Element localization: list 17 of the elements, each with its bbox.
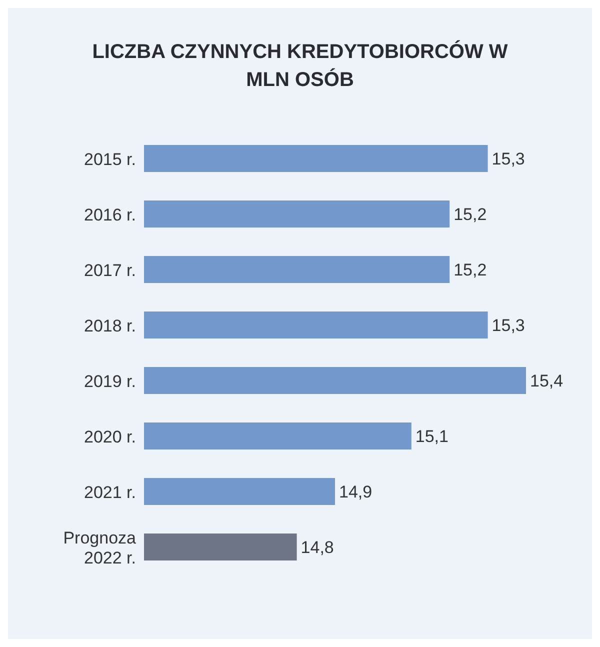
y-tick-label: 2015 r. [84,149,136,168]
data-label: 15,1 [415,427,448,446]
data-label: 15,3 [492,316,525,336]
y-tick-label: 2018 r. [84,316,136,335]
y-tick-label: 2019 r. [84,371,136,390]
y-tick-label: Prognoza 2022 r. [63,528,137,567]
chart-title: LICZBA CZYNNYCH KREDYTOBIORCÓW W MLN OSÓB [91,39,509,93]
y-tick-label: 2016 r. [84,204,136,224]
y-tick-label: 2017 r. [84,260,136,280]
y-tick-label: 2020 r. [84,426,136,446]
y-tick-label: 2021 r. [84,482,136,502]
data-label: 15,2 [454,260,487,280]
data-label: 14,8 [300,538,334,558]
data-label: 15,2 [454,205,487,224]
data-label: 14,9 [339,482,372,502]
data-label: 15,3 [492,150,525,169]
data-label: 15,4 [530,372,564,391]
